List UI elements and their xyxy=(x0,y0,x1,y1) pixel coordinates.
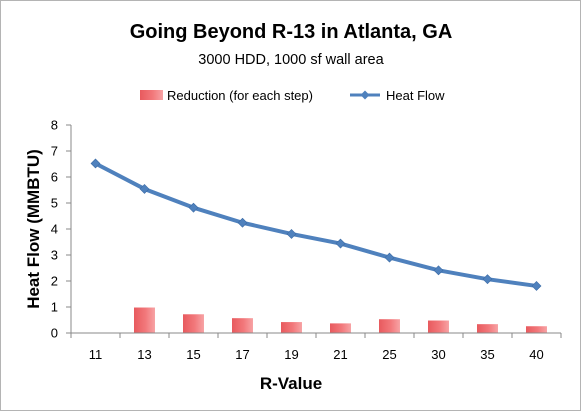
y-axis-ticks: 0 1 2 3 4 5 6 7 8 xyxy=(51,118,71,341)
y-tick-label: 0 xyxy=(51,326,58,341)
legend: Reduction (for each step) Heat Flow xyxy=(140,88,445,103)
heat-flow-point xyxy=(188,202,199,213)
bars-reduction xyxy=(134,307,547,333)
y-tick-label: 1 xyxy=(51,300,58,315)
bar-reduction xyxy=(330,323,351,333)
y-tick-label: 2 xyxy=(51,274,58,289)
bar-reduction xyxy=(379,319,400,333)
heat-flow-point xyxy=(335,238,346,249)
y-tick-label: 6 xyxy=(51,170,58,185)
heat-flow-point xyxy=(482,274,493,285)
x-tick-label: 15 xyxy=(186,347,200,362)
bar-reduction xyxy=(134,307,155,333)
chart-title: Going Beyond R-13 in Atlanta, GA xyxy=(130,21,453,43)
legend-label-reduction: Reduction (for each step) xyxy=(167,88,313,103)
line-heat-flow xyxy=(90,158,542,291)
y-tick-label: 7 xyxy=(51,144,58,159)
x-axis-ticks: 11 13 15 17 19 21 25 30 35 40 xyxy=(70,333,562,362)
x-tick-label: 40 xyxy=(529,347,543,362)
y-tick-label: 5 xyxy=(51,196,58,211)
y-tick-label: 4 xyxy=(51,222,58,237)
heat-flow-point xyxy=(433,265,444,276)
legend-marker-heat-flow xyxy=(360,90,370,100)
y-axis-label: Heat Flow (MMBTU) xyxy=(24,149,43,309)
y-tick-label: 3 xyxy=(51,248,58,263)
x-tick-label: 21 xyxy=(333,347,347,362)
heat-flow-point xyxy=(90,158,101,169)
bar-reduction xyxy=(183,314,204,333)
bar-reduction xyxy=(281,322,302,333)
chart-subtitle: 3000 HDD, 1000 sf wall area xyxy=(198,52,384,68)
x-axis-label: R-Value xyxy=(260,374,322,393)
heat-flow-point xyxy=(384,252,395,263)
heat-flow-point xyxy=(286,229,297,239)
x-tick-label: 35 xyxy=(480,347,494,362)
x-tick-label: 25 xyxy=(382,347,396,362)
legend-swatch-reduction xyxy=(140,90,163,100)
x-tick-label: 11 xyxy=(89,347,103,362)
heat-flow-point xyxy=(139,184,150,194)
x-tick-label: 13 xyxy=(137,347,151,362)
heat-flow-line xyxy=(93,161,539,288)
heat-flow-point xyxy=(531,281,542,291)
y-tick-label: 8 xyxy=(51,118,58,133)
x-tick-label: 30 xyxy=(431,347,445,362)
bar-reduction xyxy=(428,320,449,333)
legend-item-heat-flow: Heat Flow xyxy=(350,88,445,103)
legend-item-reduction: Reduction (for each step) xyxy=(140,88,313,103)
x-tick-label: 19 xyxy=(284,347,298,362)
x-tick-label: 17 xyxy=(235,347,249,362)
heat-flow-point xyxy=(237,217,248,228)
bar-reduction xyxy=(477,324,498,333)
bar-reduction xyxy=(526,326,547,333)
legend-label-heat-flow: Heat Flow xyxy=(386,88,445,103)
bar-reduction xyxy=(232,318,253,333)
